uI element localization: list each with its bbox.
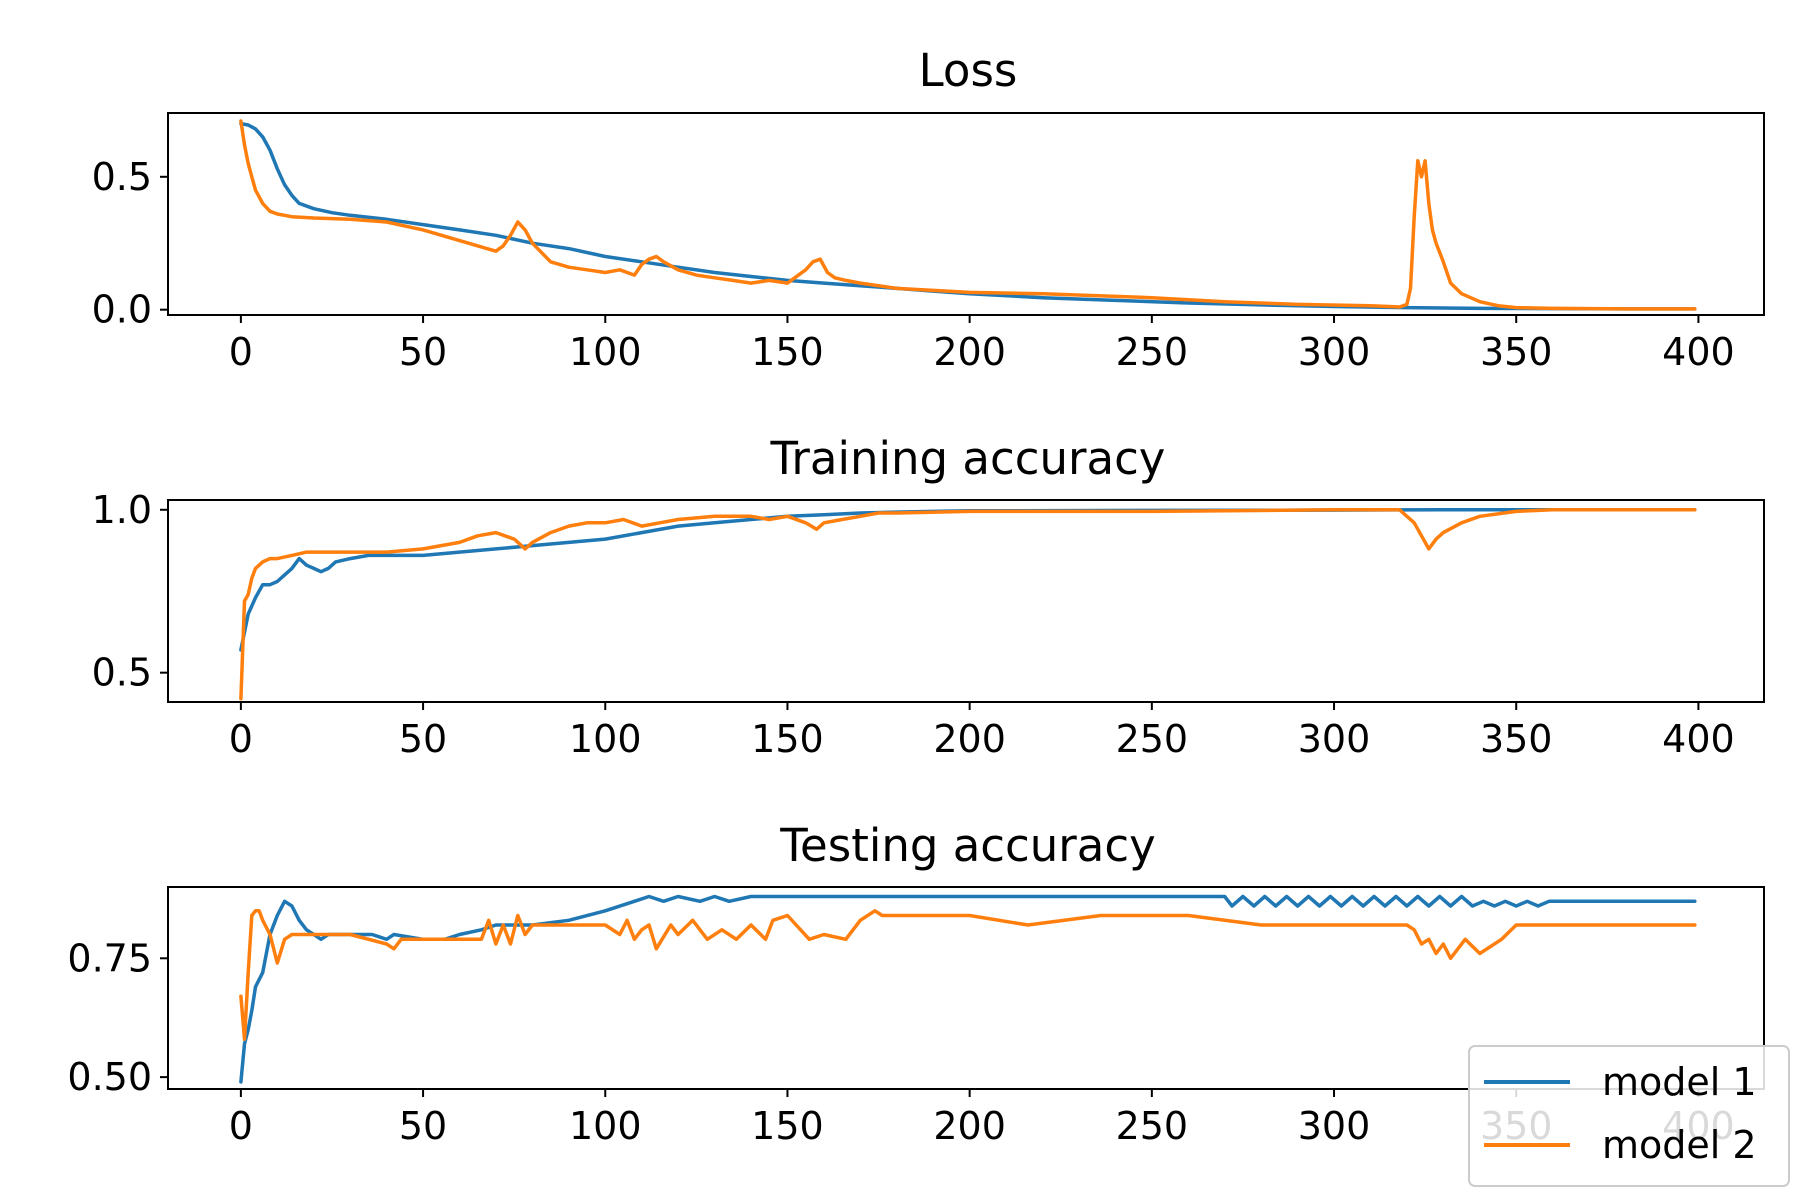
loss-panel: Loss 0 50 100 150 200 250 300 350 400 0.0 0.5 <box>92 44 1765 374</box>
testing-accuracy-xtick-label: 0 <box>229 1104 253 1148</box>
loss-ytick-label: 0.0 <box>92 288 152 332</box>
training-accuracy-xtick-label: 100 <box>569 717 642 761</box>
testing-accuracy-xtick-label: 200 <box>933 1104 1006 1148</box>
legend-label-model-2: model 2 <box>1602 1123 1757 1167</box>
testing-accuracy-xtick-label: 100 <box>569 1104 642 1148</box>
training-accuracy-xtick-label: 300 <box>1298 717 1371 761</box>
loss-xtick-label: 300 <box>1298 330 1371 374</box>
training-accuracy-xtick-label: 50 <box>399 717 447 761</box>
training-accuracy-axes-frame <box>167 499 1765 703</box>
loss-series-line-model-2 <box>239 119 1697 311</box>
training-accuracy-series-line-model-2 <box>239 508 1697 701</box>
testing-accuracy-xtick-label: 250 <box>1116 1104 1189 1148</box>
loss-series-line-model-1 <box>239 121 1697 311</box>
testing-accuracy-title: Testing accuracy <box>779 819 1156 872</box>
training-accuracy-ytick-label: 1.0 <box>92 488 152 532</box>
loss-xtick-label: 200 <box>933 330 1006 374</box>
loss-xtick-label: 150 <box>751 330 824 374</box>
testing-accuracy-ytick-label: 0.75 <box>67 936 152 980</box>
loss-ticks: 0 50 100 150 200 250 300 350 400 0.0 0.5 <box>92 155 1735 374</box>
testing-accuracy-xtick-label: 300 <box>1298 1104 1371 1148</box>
loss-xtick-label: 0 <box>229 330 253 374</box>
testing-accuracy-series-line-model-2 <box>239 909 1697 1041</box>
training-accuracy-xtick-label: 250 <box>1116 717 1189 761</box>
training-accuracy-xtick-label: 350 <box>1480 717 1553 761</box>
loss-ytick-label: 0.5 <box>92 155 152 199</box>
loss-xtick-label: 50 <box>399 330 447 374</box>
loss-xtick-label: 250 <box>1116 330 1189 374</box>
training-accuracy-xtick-label: 0 <box>229 717 253 761</box>
training-accuracy-ticks: 0 50 100 150 200 250 300 350 400 0.5 1.0 <box>92 488 1735 761</box>
training-accuracy-title: Training accuracy <box>770 432 1166 485</box>
loss-xtick-label: 350 <box>1480 330 1553 374</box>
legend-label-model-1: model 1 <box>1602 1060 1757 1104</box>
testing-accuracy-xtick-label: 50 <box>399 1104 447 1148</box>
training-accuracy-plot-area <box>239 508 1697 701</box>
training-accuracy-panel: Training accuracy 0 50 100 150 200 250 300 350 4… <box>92 432 1765 761</box>
testing-accuracy-ytick-label: 0.50 <box>67 1055 152 1099</box>
loss-axes-frame <box>167 112 1765 316</box>
training-accuracy-xtick-label: 200 <box>933 717 1006 761</box>
loss-title: Loss <box>919 44 1018 97</box>
loss-xtick-label: 100 <box>569 330 642 374</box>
testing-accuracy-xtick-label: 150 <box>751 1104 824 1148</box>
loss-plot-area <box>239 119 1697 311</box>
testing-accuracy-axes-frame <box>167 886 1765 1090</box>
testing-accuracy-plot-area <box>239 894 1697 1084</box>
training-accuracy-xtick-label: 150 <box>751 717 824 761</box>
loss-xtick-label: 400 <box>1662 330 1735 374</box>
training-accuracy-ytick-label: 0.5 <box>92 651 152 695</box>
legend: model 1 model 2 <box>1468 1045 1790 1187</box>
training-accuracy-xtick-label: 400 <box>1662 717 1735 761</box>
